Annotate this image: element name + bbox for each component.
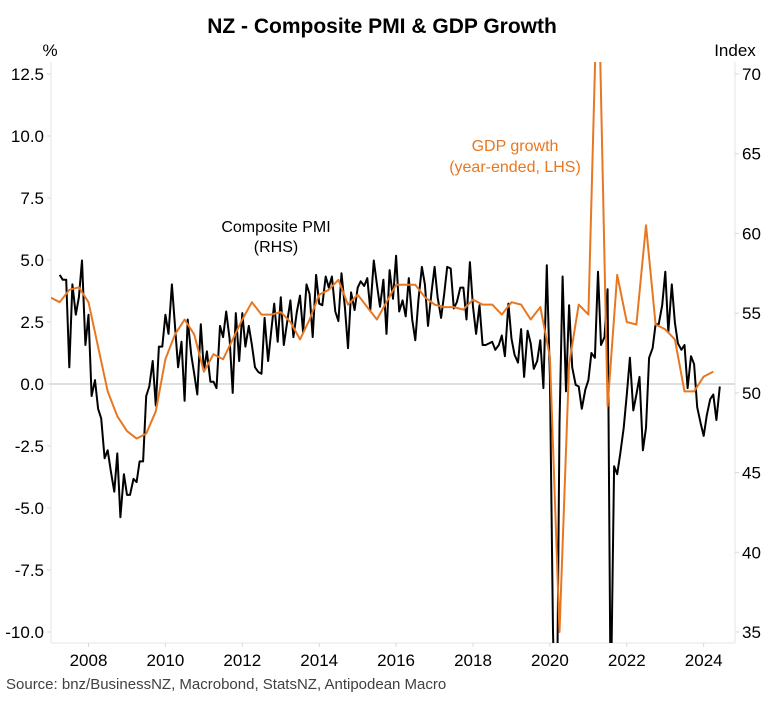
x-tick-label: 2018 — [454, 651, 492, 670]
right-tick-label: 65 — [742, 145, 761, 164]
x-tick-label: 2020 — [531, 651, 569, 670]
left-tick-label: -2.5 — [15, 437, 44, 456]
right-axis-ticks: 70 65 60 55 50 45 40 35 — [735, 65, 761, 642]
right-tick-label: 45 — [742, 464, 761, 483]
left-axis-label: % — [42, 41, 57, 60]
right-tick-label: 60 — [742, 224, 761, 243]
axes — [50, 62, 736, 644]
annotation-pmi-line1: Composite PMI — [221, 219, 330, 236]
left-tick-label: 7.5 — [20, 189, 44, 208]
left-tick-label: -10.0 — [5, 623, 44, 642]
left-tick-label: 12.5 — [11, 65, 44, 84]
left-tick-label: 2.5 — [20, 313, 44, 332]
left-tick-label: 0.0 — [20, 375, 44, 394]
annotation-pmi-line2: (RHS) — [254, 239, 298, 256]
series-line-composite-pmi — [58, 254, 721, 643]
right-tick-label: 50 — [742, 384, 761, 403]
left-axis-ticks: 12.5 10.0 7.5 5.0 2.5 0.0 -2.5 -5.0 -7.5 -10.0 — [5, 65, 51, 642]
left-tick-label: 10.0 — [11, 127, 44, 146]
x-tick-label: 2008 — [70, 651, 108, 670]
chart-title: NZ - Composite PMI & GDP Growth — [207, 15, 557, 38]
annotation-gdp-line2: (year-ended, LHS) — [449, 159, 581, 176]
source-note: Source: bnz/BusinessNZ, Macrobond, Stats… — [6, 676, 446, 693]
x-tick-label: 2024 — [685, 651, 723, 670]
left-tick-label: -7.5 — [15, 561, 44, 580]
x-tick-label: 2014 — [300, 651, 338, 670]
x-axis-ticks: 2008 2010 2012 2014 2016 2018 2020 2022 2024 — [70, 643, 723, 670]
left-tick-label: 5.0 — [20, 251, 44, 270]
annotation-gdp-line1: GDP growth — [472, 138, 559, 155]
x-tick-label: 2012 — [223, 651, 261, 670]
right-axis-label: Index — [714, 41, 756, 60]
right-tick-label: 40 — [742, 543, 761, 562]
right-tick-label: 55 — [742, 304, 761, 323]
right-tick-label: 70 — [742, 65, 761, 84]
x-tick-label: 2010 — [146, 651, 184, 670]
x-tick-label: 2022 — [608, 651, 646, 670]
x-tick-label: 2016 — [377, 651, 415, 670]
left-tick-label: -5.0 — [15, 499, 44, 518]
series-line-gdp-growth — [51, 62, 714, 633]
right-tick-label: 35 — [742, 623, 761, 642]
